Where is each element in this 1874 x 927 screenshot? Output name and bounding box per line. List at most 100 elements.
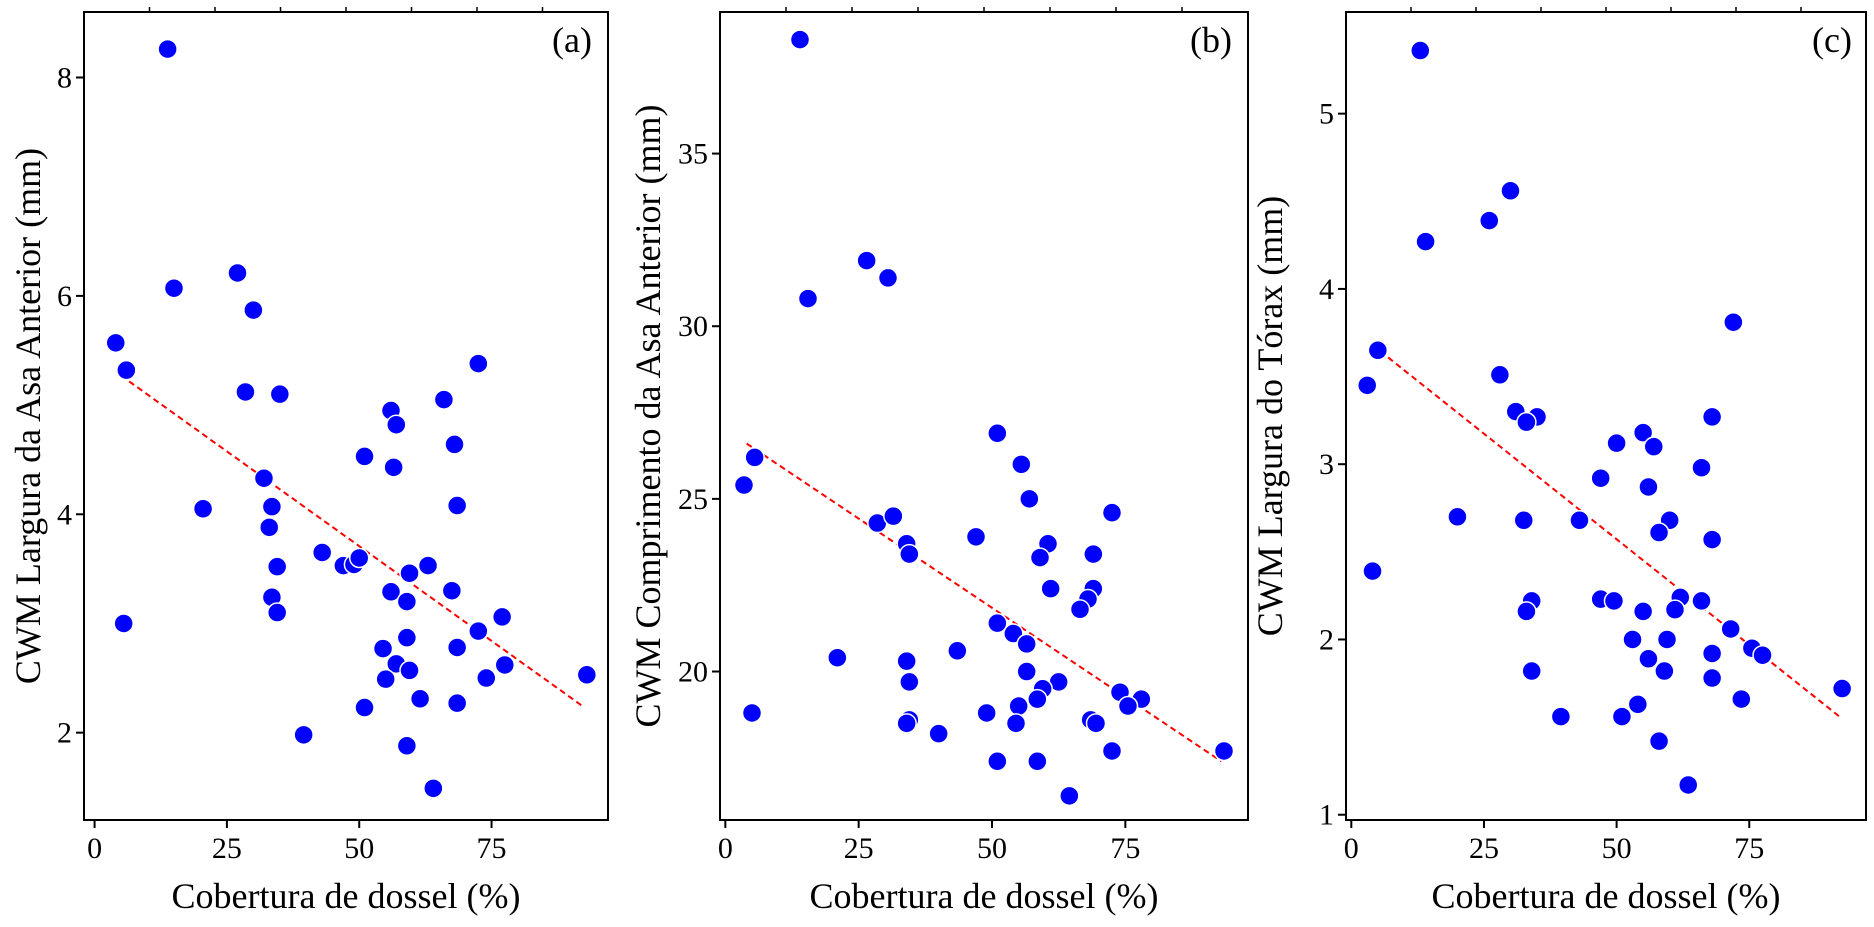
data-point <box>383 457 404 478</box>
y-axis-ticks: 2 4 6 8 <box>57 62 84 750</box>
data-point <box>375 668 396 690</box>
data-point <box>269 383 291 405</box>
data-point <box>987 423 1008 444</box>
top-ticks <box>148 7 544 12</box>
data-point <box>1603 590 1625 612</box>
data-point <box>1701 667 1723 689</box>
data-point <box>1447 506 1468 528</box>
data-point <box>976 702 997 724</box>
data-point <box>1005 713 1027 734</box>
data-point <box>733 474 755 496</box>
data-point <box>417 555 439 576</box>
data-point <box>105 332 127 354</box>
x-axis-label: Cobertura de dossel (%) <box>810 876 1159 916</box>
x-tick-label: 50 <box>1602 832 1632 865</box>
data-point <box>1117 695 1139 717</box>
x-tick-label: 0 <box>87 832 102 865</box>
y-axis-label: CWM Largura da Asa Anterior (mm) <box>8 148 48 684</box>
data-point <box>444 434 465 455</box>
x-axis-ticks: 0 25 50 75 <box>87 820 507 865</box>
data-point <box>1479 210 1500 231</box>
data-point <box>446 692 468 714</box>
data-point <box>1059 785 1080 807</box>
y-tick-label: 8 <box>57 62 72 95</box>
y-tick-label: 4 <box>1319 273 1334 306</box>
data-point <box>1415 231 1436 252</box>
data-point <box>396 627 418 648</box>
data-point <box>899 543 920 565</box>
data-point <box>311 542 333 563</box>
x-tick-label: 75 <box>1110 832 1140 865</box>
data-point <box>1516 411 1537 433</box>
data-point <box>744 447 765 468</box>
data-point <box>1569 510 1590 531</box>
data-point <box>1516 601 1537 622</box>
data-point <box>896 713 917 734</box>
data-point <box>1019 488 1040 510</box>
data-point <box>1701 406 1723 428</box>
data-point <box>987 751 1008 772</box>
y-tick-label: 35 <box>678 138 708 171</box>
data-point <box>1831 678 1853 699</box>
x-tick-label: 75 <box>1734 832 1764 865</box>
panel-label: (b) <box>1190 20 1232 60</box>
data-point <box>1016 633 1037 655</box>
data-point <box>856 250 877 271</box>
y-tick-label: 3 <box>1319 448 1334 481</box>
x-axis-label: Cobertura de dossel (%) <box>1432 876 1781 916</box>
data-point <box>987 612 1008 634</box>
data-point <box>491 606 513 628</box>
data-point <box>827 647 848 668</box>
x-tick-label: 25 <box>212 832 242 865</box>
data-point <box>1648 522 1670 543</box>
panel-a: 0 25 50 75 2 4 6 8 (a) Cobertura de dossel (%)… <box>8 7 609 916</box>
data-point <box>266 602 288 623</box>
y-tick-label: 30 <box>678 310 708 343</box>
data-point <box>1356 375 1378 396</box>
data-point <box>354 446 375 467</box>
x-axis-ticks: 0 25 50 75 <box>1344 820 1764 865</box>
data-points <box>733 29 1235 807</box>
data-point <box>1691 590 1712 612</box>
data-point <box>1029 547 1051 568</box>
data-point <box>1731 688 1752 710</box>
trend-line-segment <box>120 374 583 707</box>
data-point <box>1367 340 1389 361</box>
y-axis-ticks: 1 2 3 4 5 <box>1319 98 1346 832</box>
data-point <box>354 697 375 718</box>
data-point <box>1040 578 1061 599</box>
data-point <box>433 389 455 410</box>
data-point <box>1638 476 1659 498</box>
panel-b: 0 25 50 75 20 25 30 35 (b) Cobertura de dossel… <box>628 7 1249 916</box>
data-point <box>1643 436 1665 457</box>
y-tick-label: 4 <box>57 498 72 531</box>
data-point <box>947 640 968 662</box>
data-point <box>965 526 987 548</box>
top-ticks <box>785 7 1183 12</box>
data-points <box>1356 40 1853 796</box>
data-point <box>1701 643 1723 664</box>
y-axis-label: CWM Comprimento da Asa Anterior (mm) <box>628 105 668 728</box>
data-point <box>441 580 463 601</box>
top-ticks <box>1410 7 1802 12</box>
data-point <box>243 299 264 321</box>
x-tick-label: 50 <box>344 832 374 865</box>
y-tick-label: 20 <box>678 656 708 689</box>
data-points <box>105 38 598 799</box>
data-point <box>446 637 468 658</box>
data-point <box>1085 713 1107 734</box>
y-tick-label: 1 <box>1319 799 1334 832</box>
data-point <box>896 650 917 672</box>
data-point <box>396 735 418 757</box>
data-point <box>1606 432 1627 454</box>
data-point <box>1003 623 1024 644</box>
data-point <box>259 517 280 538</box>
data-point <box>372 638 394 659</box>
data-point <box>1011 454 1032 475</box>
data-point <box>1701 529 1723 550</box>
data-point <box>1752 644 1773 666</box>
data-point <box>192 498 214 520</box>
data-point <box>399 562 420 584</box>
data-point <box>1410 40 1431 61</box>
data-point <box>1016 661 1037 682</box>
